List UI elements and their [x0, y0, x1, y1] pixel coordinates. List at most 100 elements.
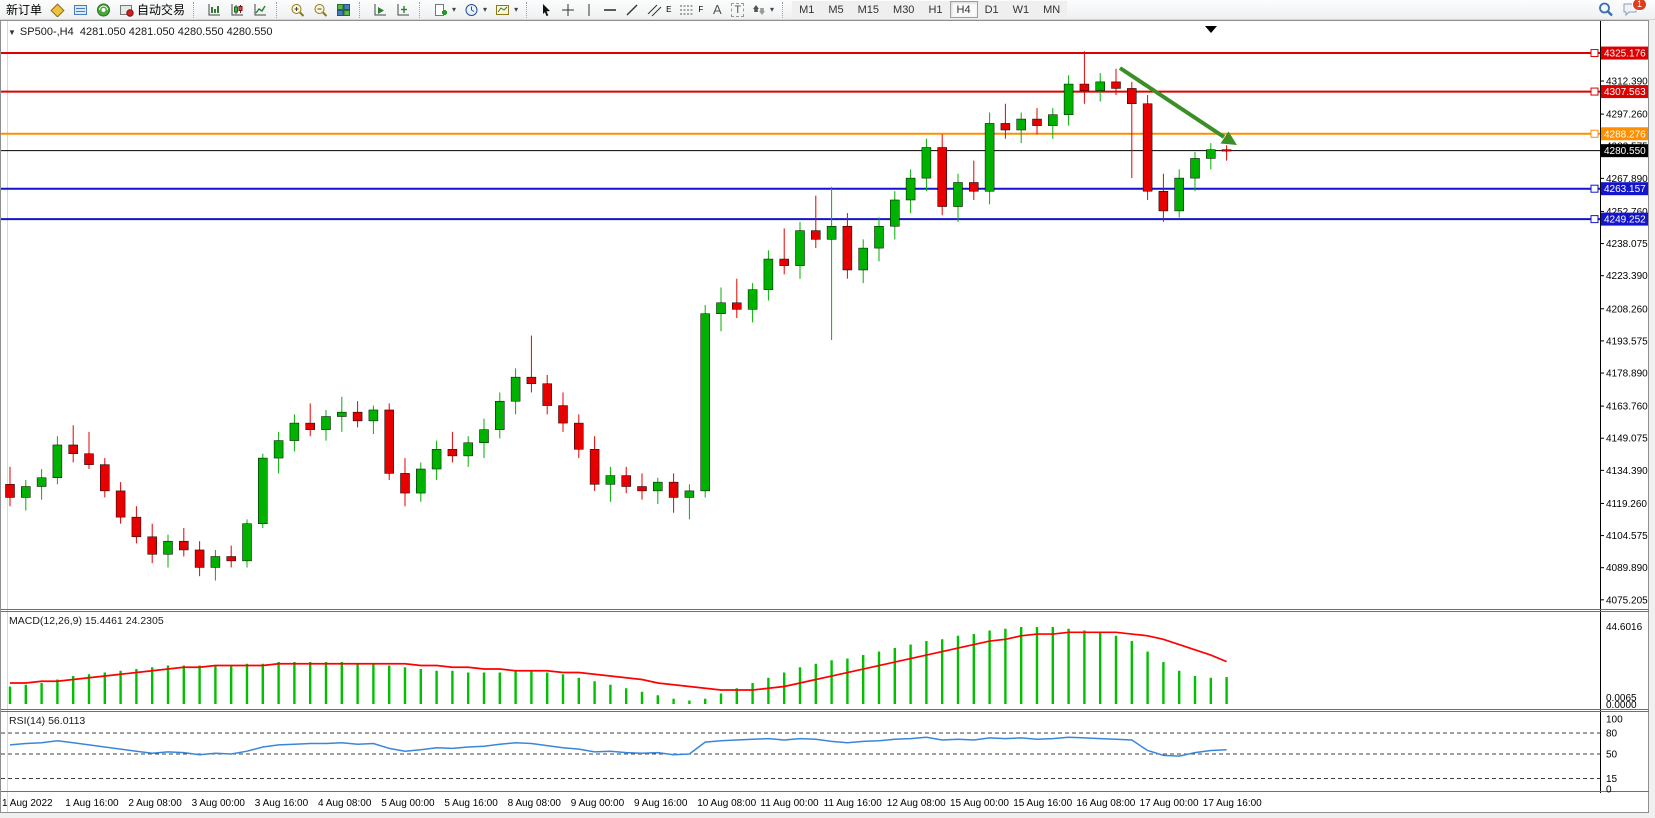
price-label-text: 4280.550 [1604, 146, 1646, 157]
candle-body [969, 182, 979, 192]
price-tick-label: 4163.760 [1606, 402, 1648, 413]
time-axis-label: 11 Aug 16:00 [824, 798, 883, 809]
label-tool-icon: T [731, 2, 745, 17]
candle-body [732, 302, 742, 310]
vertical-line-icon [584, 3, 594, 17]
tile-windows-button[interactable] [332, 1, 355, 19]
timeframe-m30[interactable]: M30 [886, 1, 922, 18]
bar-chart-icon [207, 3, 222, 17]
candle-body [921, 147, 932, 179]
horizontal-line-icon [603, 3, 617, 17]
timeframe-d1[interactable]: D1 [977, 1, 1006, 18]
price-tick-label: 4149.075 [1606, 434, 1648, 445]
candle-body [163, 540, 173, 555]
price-tick-label: 4238.075 [1606, 239, 1648, 250]
new-order-button[interactable]: 新订单 [2, 1, 46, 19]
period-button[interactable]: ▾ [460, 1, 491, 19]
timeframe-h4[interactable]: H4 [949, 1, 978, 18]
auto-trading-label: 自动交易 [137, 3, 186, 17]
price-tick-label: 4134.390 [1606, 466, 1648, 477]
hline-handle[interactable] [1590, 215, 1599, 224]
hline-handle[interactable] [1590, 87, 1599, 96]
hline-handle[interactable] [1590, 184, 1599, 193]
candle-body [495, 400, 505, 430]
chart-canvas[interactable]: 4312.3904297.2604282.5754267.8904252.760… [0, 20, 1655, 818]
candle-body [1158, 190, 1169, 212]
price-label-box[interactable] [1601, 182, 1648, 196]
symbol-dropdown-icon[interactable]: ▼ [8, 28, 16, 37]
candle-body [258, 457, 268, 524]
candle-body [1142, 103, 1153, 192]
vertical-line-tool-button[interactable] [579, 1, 599, 19]
candle-body [747, 289, 758, 310]
trend-arrow-line[interactable] [1118, 66, 1226, 139]
candlestick-chart-button[interactable] [226, 1, 249, 19]
candle-body [984, 123, 995, 192]
timeframe-m15[interactable]: M15 [850, 1, 887, 18]
price-label-text: 4307.563 [1604, 87, 1646, 98]
candle-body [52, 444, 63, 479]
zoom-in-button[interactable] [286, 1, 309, 19]
channel-letter: E [666, 5, 672, 14]
chart-shift-marker[interactable] [1205, 26, 1217, 33]
candle-body [479, 429, 489, 444]
add-indicator-button[interactable]: ▾ [429, 1, 460, 19]
candle-body [100, 464, 110, 492]
candle-body [953, 182, 963, 207]
horizontal-line-tool-button[interactable] [599, 1, 621, 19]
timeframe-h1[interactable]: H1 [921, 1, 950, 18]
timeframe-w1[interactable]: W1 [1005, 1, 1037, 18]
price-label-box[interactable] [1601, 46, 1648, 60]
hline-handle[interactable] [1590, 49, 1599, 58]
macd-indicator-label: MACD(12,26,9) 15.4461 24.2305 [9, 615, 164, 627]
rsi-axis-label: 100 [1606, 715, 1623, 726]
add-indicator-icon [433, 3, 448, 17]
candle-body [194, 549, 205, 568]
data-window-button[interactable] [69, 1, 92, 19]
price-label-box[interactable] [1601, 144, 1648, 158]
channel-tool-button[interactable]: E [643, 1, 675, 19]
label-tool-button[interactable]: T [727, 1, 748, 19]
chart-background [0, 20, 1649, 818]
candle-body [763, 258, 774, 290]
symbol-ohlc-line[interactable]: ▼ SP500-,H4 4281.050 4281.050 4280.550 42… [8, 26, 273, 38]
navigator-button[interactable] [92, 1, 115, 19]
crosshair-tool-button[interactable] [557, 1, 579, 19]
trend-arrow-head[interactable] [1220, 131, 1238, 146]
text-tool-button[interactable]: A [707, 1, 727, 19]
candle-body [621, 475, 631, 487]
arrows-tool-button[interactable]: ▾ [748, 1, 778, 19]
cursor-tool-button[interactable] [536, 1, 557, 19]
candle-body [1111, 81, 1121, 89]
price-label-box[interactable] [1601, 127, 1648, 141]
price-label-box[interactable] [1601, 85, 1648, 99]
chevron-down-icon: ▾ [483, 5, 488, 14]
line-chart-button[interactable] [249, 1, 272, 19]
zoom-out-button[interactable] [309, 1, 332, 19]
market-watch-button[interactable] [46, 1, 69, 19]
auto-trading-button[interactable]: 自动交易 [115, 1, 189, 19]
bar-chart-button[interactable] [203, 1, 226, 19]
timeframe-m5[interactable]: M5 [821, 1, 851, 18]
auto-scroll-button[interactable] [369, 1, 392, 19]
price-label-box[interactable] [1601, 212, 1648, 226]
candle-body [890, 199, 900, 227]
fibonacci-tool-button[interactable]: F [675, 1, 707, 19]
template-icon [495, 3, 510, 17]
price-tick-label: 4075.205 [1606, 595, 1648, 606]
zoom-in-icon [290, 3, 305, 17]
search-button[interactable] [1594, 1, 1618, 19]
notifications-button[interactable]: 1 [1618, 0, 1647, 19]
candle-body [574, 422, 584, 450]
candle-body [637, 486, 647, 492]
timeframe-mn[interactable]: MN [1036, 1, 1068, 18]
clock-icon [464, 3, 479, 17]
timeframe-m1[interactable]: M1 [792, 1, 822, 18]
trendline-tool-button[interactable] [621, 1, 643, 19]
chart-shift-button[interactable] [392, 1, 415, 19]
candle-body [779, 258, 789, 266]
hline-handle[interactable] [1590, 129, 1599, 138]
template-button[interactable]: ▾ [491, 1, 522, 19]
candle-body [1000, 123, 1011, 131]
time-axis-label: 12 Aug 08:00 [887, 798, 946, 809]
